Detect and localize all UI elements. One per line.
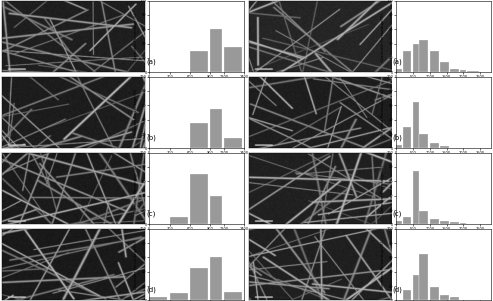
- Bar: [170, 293, 187, 300]
- Bar: [190, 123, 208, 148]
- Bar: [420, 212, 428, 224]
- Bar: [211, 257, 222, 300]
- Y-axis label: Diameter Percentage(%): Diameter Percentage(%): [381, 12, 385, 61]
- Bar: [413, 44, 419, 72]
- Bar: [450, 69, 459, 72]
- Bar: [211, 196, 222, 224]
- X-axis label: Diameter (nm): Diameter (nm): [428, 156, 458, 160]
- Y-axis label: Diameter Percentage(%): Diameter Percentage(%): [381, 240, 385, 289]
- Bar: [420, 134, 428, 148]
- Text: (a): (a): [392, 59, 402, 65]
- Text: (b): (b): [146, 135, 156, 141]
- Bar: [402, 51, 412, 72]
- Bar: [460, 70, 466, 72]
- Bar: [170, 217, 187, 224]
- Bar: [450, 222, 459, 224]
- Bar: [420, 40, 428, 72]
- Bar: [224, 138, 242, 148]
- Bar: [413, 275, 419, 300]
- Y-axis label: Diameter Percentage(%): Diameter Percentage(%): [135, 88, 139, 137]
- Bar: [429, 219, 439, 224]
- Bar: [429, 51, 439, 72]
- Y-axis label: Diameter Percentage(%): Diameter Percentage(%): [135, 164, 139, 213]
- Bar: [413, 102, 419, 148]
- X-axis label: Diameter (nm): Diameter (nm): [428, 80, 458, 84]
- Bar: [396, 69, 402, 72]
- X-axis label: Diameter (nm): Diameter (nm): [181, 156, 212, 160]
- Bar: [429, 143, 439, 148]
- Text: (d): (d): [392, 287, 402, 293]
- Bar: [450, 297, 459, 300]
- Bar: [413, 171, 419, 224]
- Bar: [211, 109, 222, 148]
- Bar: [429, 287, 439, 300]
- Bar: [396, 145, 402, 148]
- Text: (d): (d): [146, 287, 156, 293]
- Bar: [402, 127, 412, 148]
- X-axis label: Diameter (nm): Diameter (nm): [428, 232, 458, 236]
- Bar: [149, 297, 167, 300]
- Y-axis label: Diameter Percentage(%): Diameter Percentage(%): [381, 164, 385, 213]
- Bar: [440, 221, 449, 224]
- Text: (a): (a): [146, 59, 156, 65]
- Bar: [402, 290, 412, 300]
- Bar: [440, 295, 449, 300]
- Bar: [211, 29, 222, 72]
- Text: (c): (c): [392, 211, 402, 217]
- Bar: [396, 221, 402, 224]
- Y-axis label: Diameter Percentage(%): Diameter Percentage(%): [135, 12, 139, 61]
- Bar: [460, 223, 466, 224]
- Bar: [190, 51, 208, 72]
- Text: (b): (b): [392, 135, 402, 141]
- Y-axis label: Diameter Percentage(%): Diameter Percentage(%): [135, 240, 139, 289]
- Bar: [190, 174, 208, 224]
- Bar: [467, 71, 479, 72]
- X-axis label: Diameter (nm): Diameter (nm): [181, 80, 212, 84]
- Bar: [224, 292, 242, 300]
- Bar: [440, 62, 449, 72]
- Bar: [190, 268, 208, 300]
- Bar: [420, 254, 428, 300]
- Bar: [402, 217, 412, 224]
- Bar: [224, 47, 242, 72]
- Y-axis label: Diameter Percentage(%): Diameter Percentage(%): [381, 88, 385, 137]
- Text: (c): (c): [146, 211, 155, 217]
- X-axis label: Diameter (nm): Diameter (nm): [181, 232, 212, 236]
- Bar: [440, 146, 449, 148]
